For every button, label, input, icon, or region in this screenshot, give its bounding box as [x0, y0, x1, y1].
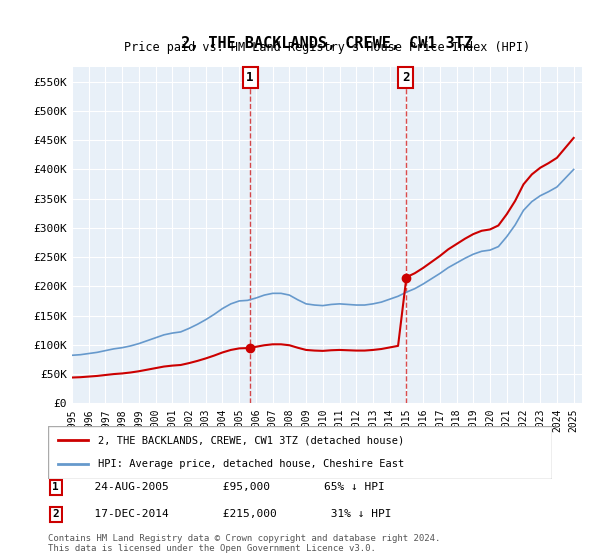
FancyBboxPatch shape: [49, 479, 62, 495]
Title: 2, THE BACKLANDS, CREWE, CW1 3TZ: 2, THE BACKLANDS, CREWE, CW1 3TZ: [181, 36, 473, 51]
FancyBboxPatch shape: [48, 426, 552, 479]
Text: 1: 1: [52, 483, 59, 492]
Text: Price paid vs. HM Land Registry's House Price Index (HPI): Price paid vs. HM Land Registry's House …: [124, 41, 530, 54]
Text: 17-DEC-2014        £215,000        31% ↓ HPI: 17-DEC-2014 £215,000 31% ↓ HPI: [81, 509, 392, 519]
Text: 2, THE BACKLANDS, CREWE, CW1 3TZ (detached house): 2, THE BACKLANDS, CREWE, CW1 3TZ (detach…: [98, 436, 404, 446]
Text: 2: 2: [402, 71, 410, 84]
FancyBboxPatch shape: [49, 506, 62, 522]
Text: 24-AUG-2005        £95,000        65% ↓ HPI: 24-AUG-2005 £95,000 65% ↓ HPI: [81, 482, 385, 492]
Text: 2: 2: [52, 510, 59, 519]
Text: HPI: Average price, detached house, Cheshire East: HPI: Average price, detached house, Ches…: [98, 459, 404, 469]
Text: Contains HM Land Registry data © Crown copyright and database right 2024.
This d: Contains HM Land Registry data © Crown c…: [48, 534, 440, 553]
Text: 1: 1: [247, 71, 254, 84]
